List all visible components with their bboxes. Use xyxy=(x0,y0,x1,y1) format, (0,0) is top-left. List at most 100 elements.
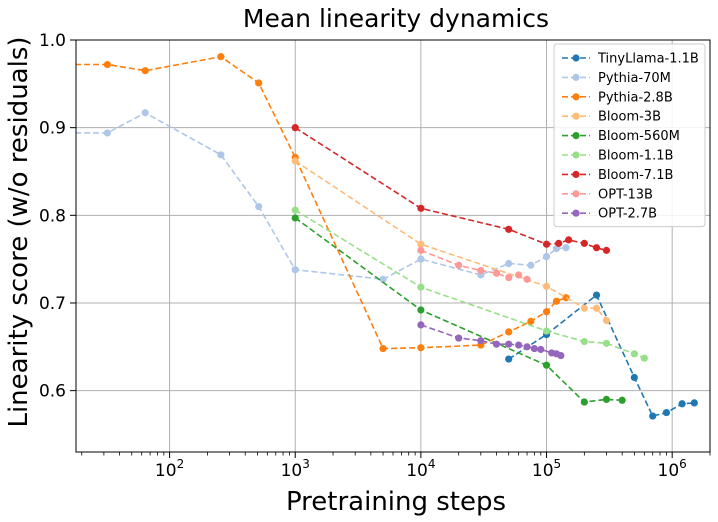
legend-marker xyxy=(572,170,580,178)
y-axis-title: Linearity score (w/o residuals) xyxy=(4,36,34,427)
series-opt-2-7b xyxy=(417,321,565,360)
data-point xyxy=(417,306,425,314)
legend-marker xyxy=(572,112,580,120)
series-line xyxy=(294,209,645,359)
data-point xyxy=(492,340,501,348)
series-line xyxy=(76,55,567,350)
legend-marker xyxy=(572,93,580,101)
y-tick-label: 0.9 xyxy=(39,119,66,139)
chart-title: Mean linearity dynamics xyxy=(243,4,549,33)
data-point xyxy=(555,239,563,247)
data-point xyxy=(542,252,551,261)
data-point xyxy=(417,246,425,254)
data-point xyxy=(618,396,626,404)
legend-marker xyxy=(572,151,580,159)
data-point xyxy=(217,151,225,159)
data-point xyxy=(562,244,570,252)
data-point xyxy=(580,337,588,346)
data-point xyxy=(291,157,299,165)
data-point xyxy=(565,236,573,244)
data-point xyxy=(542,308,551,316)
x-tick-label: 102 xyxy=(155,457,184,481)
data-point xyxy=(530,344,538,353)
data-point xyxy=(417,344,425,352)
data-point xyxy=(602,339,611,347)
data-point xyxy=(515,341,523,349)
data-point xyxy=(649,412,657,420)
data-point xyxy=(455,261,463,269)
data-point xyxy=(515,271,523,279)
data-point xyxy=(602,395,611,404)
legend-marker xyxy=(572,209,580,217)
legend-label: Pythia-2.8B xyxy=(598,90,673,105)
data-point xyxy=(217,53,225,61)
x-tick-label: 106 xyxy=(658,457,687,481)
data-point xyxy=(291,206,299,214)
legend-box xyxy=(553,43,706,228)
data-point xyxy=(523,275,531,283)
data-point xyxy=(592,304,601,312)
x-tick-label: 105 xyxy=(532,457,561,481)
x-axis-title: Pretraining steps xyxy=(286,487,506,517)
legend-label: TinyLlama-1.1B xyxy=(597,52,699,67)
legend-label: Bloom-560M xyxy=(598,129,680,144)
data-point xyxy=(678,400,686,408)
data-point xyxy=(417,321,425,329)
data-point xyxy=(255,79,263,87)
data-point xyxy=(103,129,111,137)
data-point xyxy=(255,202,263,211)
data-point xyxy=(477,337,485,345)
data-point xyxy=(542,361,551,369)
data-point xyxy=(630,350,638,358)
legend-label: Bloom-7.1B xyxy=(598,168,673,183)
data-point xyxy=(62,61,69,68)
data-point xyxy=(640,354,648,362)
data-point xyxy=(492,269,501,277)
data-point xyxy=(141,67,149,75)
legend-marker xyxy=(572,132,580,140)
data-point xyxy=(505,259,513,268)
data-point xyxy=(455,334,463,342)
x-tick-label: 104 xyxy=(406,457,435,481)
data-point xyxy=(542,282,551,290)
data-point xyxy=(141,109,149,117)
data-point xyxy=(505,225,513,233)
series-opt-13b xyxy=(417,246,531,283)
legend-label: Bloom-3B xyxy=(598,110,661,125)
data-point xyxy=(602,246,611,254)
x-tick-label: 103 xyxy=(281,457,310,481)
axes: 0.6 0.7 0.8 0.9 1.0 102 103 104 105 106 xyxy=(39,31,711,481)
data-point xyxy=(542,327,551,335)
series-line xyxy=(294,217,623,403)
legend-label: Pythia-70M xyxy=(598,71,671,86)
data-point xyxy=(602,316,611,325)
legend-label: OPT-2.7B xyxy=(598,207,657,222)
y-tick-label: 1.0 xyxy=(39,31,66,51)
data-point xyxy=(417,240,425,248)
data-point xyxy=(580,239,588,247)
legend-label: OPT-13B xyxy=(598,187,653,202)
data-point xyxy=(527,261,535,269)
data-point xyxy=(552,297,561,305)
data-point xyxy=(527,317,535,325)
series-pythia-70m xyxy=(76,109,570,283)
data-point xyxy=(592,244,601,252)
data-point xyxy=(103,60,111,69)
data-point xyxy=(537,345,545,354)
series-line xyxy=(76,111,567,281)
data-point xyxy=(379,275,387,283)
data-point xyxy=(417,255,425,263)
data-point xyxy=(592,291,601,299)
data-point xyxy=(291,266,299,274)
series-pythia-2-8b xyxy=(62,53,570,353)
legend-label: Bloom-1.1B xyxy=(598,149,673,164)
data-point xyxy=(630,373,638,382)
data-point xyxy=(417,283,425,291)
data-point xyxy=(580,304,588,312)
data-point xyxy=(662,408,671,417)
legend: TinyLlama-1.1B Pythia-70M Pythia-2.8B Bloom… xyxy=(553,43,706,228)
data-point xyxy=(580,398,588,406)
data-point xyxy=(379,344,387,353)
data-point xyxy=(505,355,513,363)
